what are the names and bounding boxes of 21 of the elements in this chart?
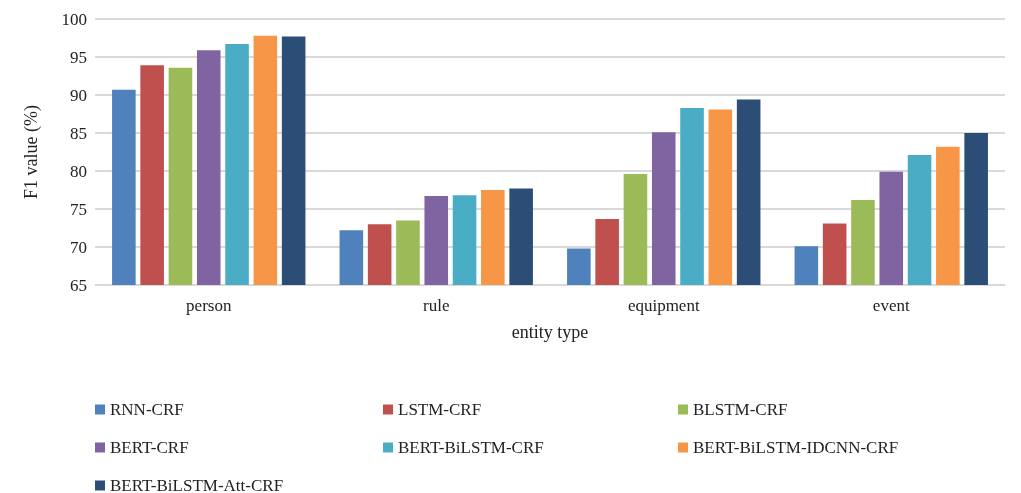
- x-tick-label: event: [872, 296, 910, 315]
- legend-label: BERT-CRF: [110, 438, 189, 457]
- x-tick-label: rule: [423, 296, 450, 315]
- legend-label: LSTM-CRF: [398, 400, 482, 419]
- legend-label: BERT-BiLSTM-IDCNN-CRF: [693, 438, 899, 457]
- legend-label: BERT-BiLSTM-CRF: [398, 438, 544, 457]
- y-tick-label: 95: [70, 47, 87, 67]
- legend-label: RNN-CRF: [110, 400, 184, 419]
- y-tick-label: 65: [70, 275, 87, 295]
- y-tick-label: 80: [70, 161, 87, 181]
- y-tick-label: 75: [70, 199, 87, 219]
- x-axis-title: entity type: [511, 322, 589, 342]
- y-tick-label: 70: [70, 237, 87, 257]
- y-tick-label: 90: [70, 85, 87, 105]
- y-tick-label: 85: [70, 123, 87, 143]
- y-tick-label: 100: [61, 9, 87, 29]
- x-tick-label: equipment: [627, 296, 700, 315]
- x-tick-label: person: [186, 296, 232, 315]
- legend-label: BERT-BiLSTM-Att-CRF: [110, 476, 284, 493]
- y-axis-title: F1 value (%): [21, 105, 42, 199]
- legend-label: BLSTM-CRF: [693, 400, 788, 419]
